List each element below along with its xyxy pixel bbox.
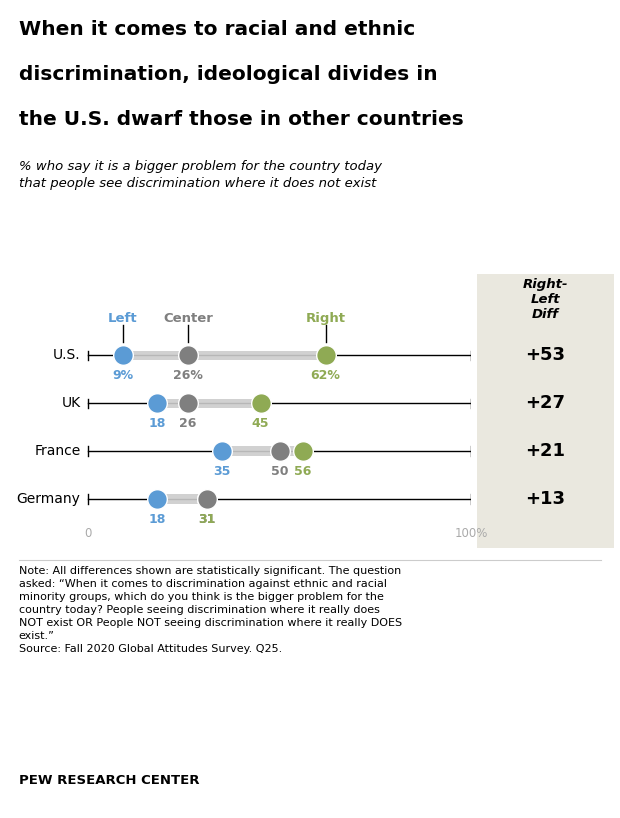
Point xyxy=(218,445,228,458)
Text: 18: 18 xyxy=(149,416,166,429)
Text: 100%: 100% xyxy=(454,527,488,540)
Text: 62%: 62% xyxy=(311,369,340,382)
Text: 31: 31 xyxy=(198,513,216,525)
Text: discrimination, ideological divides in: discrimination, ideological divides in xyxy=(19,65,437,84)
Text: Note: All differences shown are statistically significant. The question
asked: “: Note: All differences shown are statisti… xyxy=(19,566,402,654)
Point xyxy=(183,348,193,362)
Text: +53: +53 xyxy=(526,346,565,364)
Point xyxy=(202,492,212,506)
Point xyxy=(255,397,265,410)
Text: Left: Left xyxy=(108,312,138,326)
Bar xyxy=(123,351,326,360)
Text: 9%: 9% xyxy=(112,369,133,382)
Bar xyxy=(157,398,260,408)
Text: When it comes to racial and ethnic: When it comes to racial and ethnic xyxy=(19,20,415,39)
Point xyxy=(118,348,128,362)
Text: Center: Center xyxy=(163,312,213,326)
Point xyxy=(275,445,285,458)
Text: +21: +21 xyxy=(526,443,565,461)
Text: Germany: Germany xyxy=(17,492,81,506)
Text: Right: Right xyxy=(306,312,346,326)
Point xyxy=(153,492,162,506)
Point xyxy=(321,348,330,362)
Text: 0: 0 xyxy=(84,527,92,540)
Text: France: France xyxy=(34,444,81,458)
Text: PEW RESEARCH CENTER: PEW RESEARCH CENTER xyxy=(19,774,199,787)
Text: 31: 31 xyxy=(198,513,216,525)
Text: the U.S. dwarf those in other countries: the U.S. dwarf those in other countries xyxy=(19,110,463,129)
Text: +27: +27 xyxy=(526,394,565,412)
Text: 26%: 26% xyxy=(173,369,203,382)
Text: Right-
Left
Diff: Right- Left Diff xyxy=(523,278,569,321)
Point xyxy=(298,445,308,458)
Text: 26: 26 xyxy=(179,416,197,429)
Point xyxy=(202,492,212,506)
Text: 50: 50 xyxy=(271,465,288,478)
Text: UK: UK xyxy=(61,396,81,411)
Text: % who say it is a bigger problem for the country today
that people see discrimin: % who say it is a bigger problem for the… xyxy=(19,160,381,190)
Text: 45: 45 xyxy=(252,416,269,429)
Text: 56: 56 xyxy=(294,465,311,478)
Point xyxy=(153,397,162,410)
Text: 35: 35 xyxy=(214,465,231,478)
Text: 18: 18 xyxy=(149,513,166,525)
Bar xyxy=(223,447,303,456)
Text: U.S.: U.S. xyxy=(53,348,81,362)
Text: +13: +13 xyxy=(526,490,565,508)
Point xyxy=(183,397,193,410)
Bar xyxy=(157,494,207,504)
